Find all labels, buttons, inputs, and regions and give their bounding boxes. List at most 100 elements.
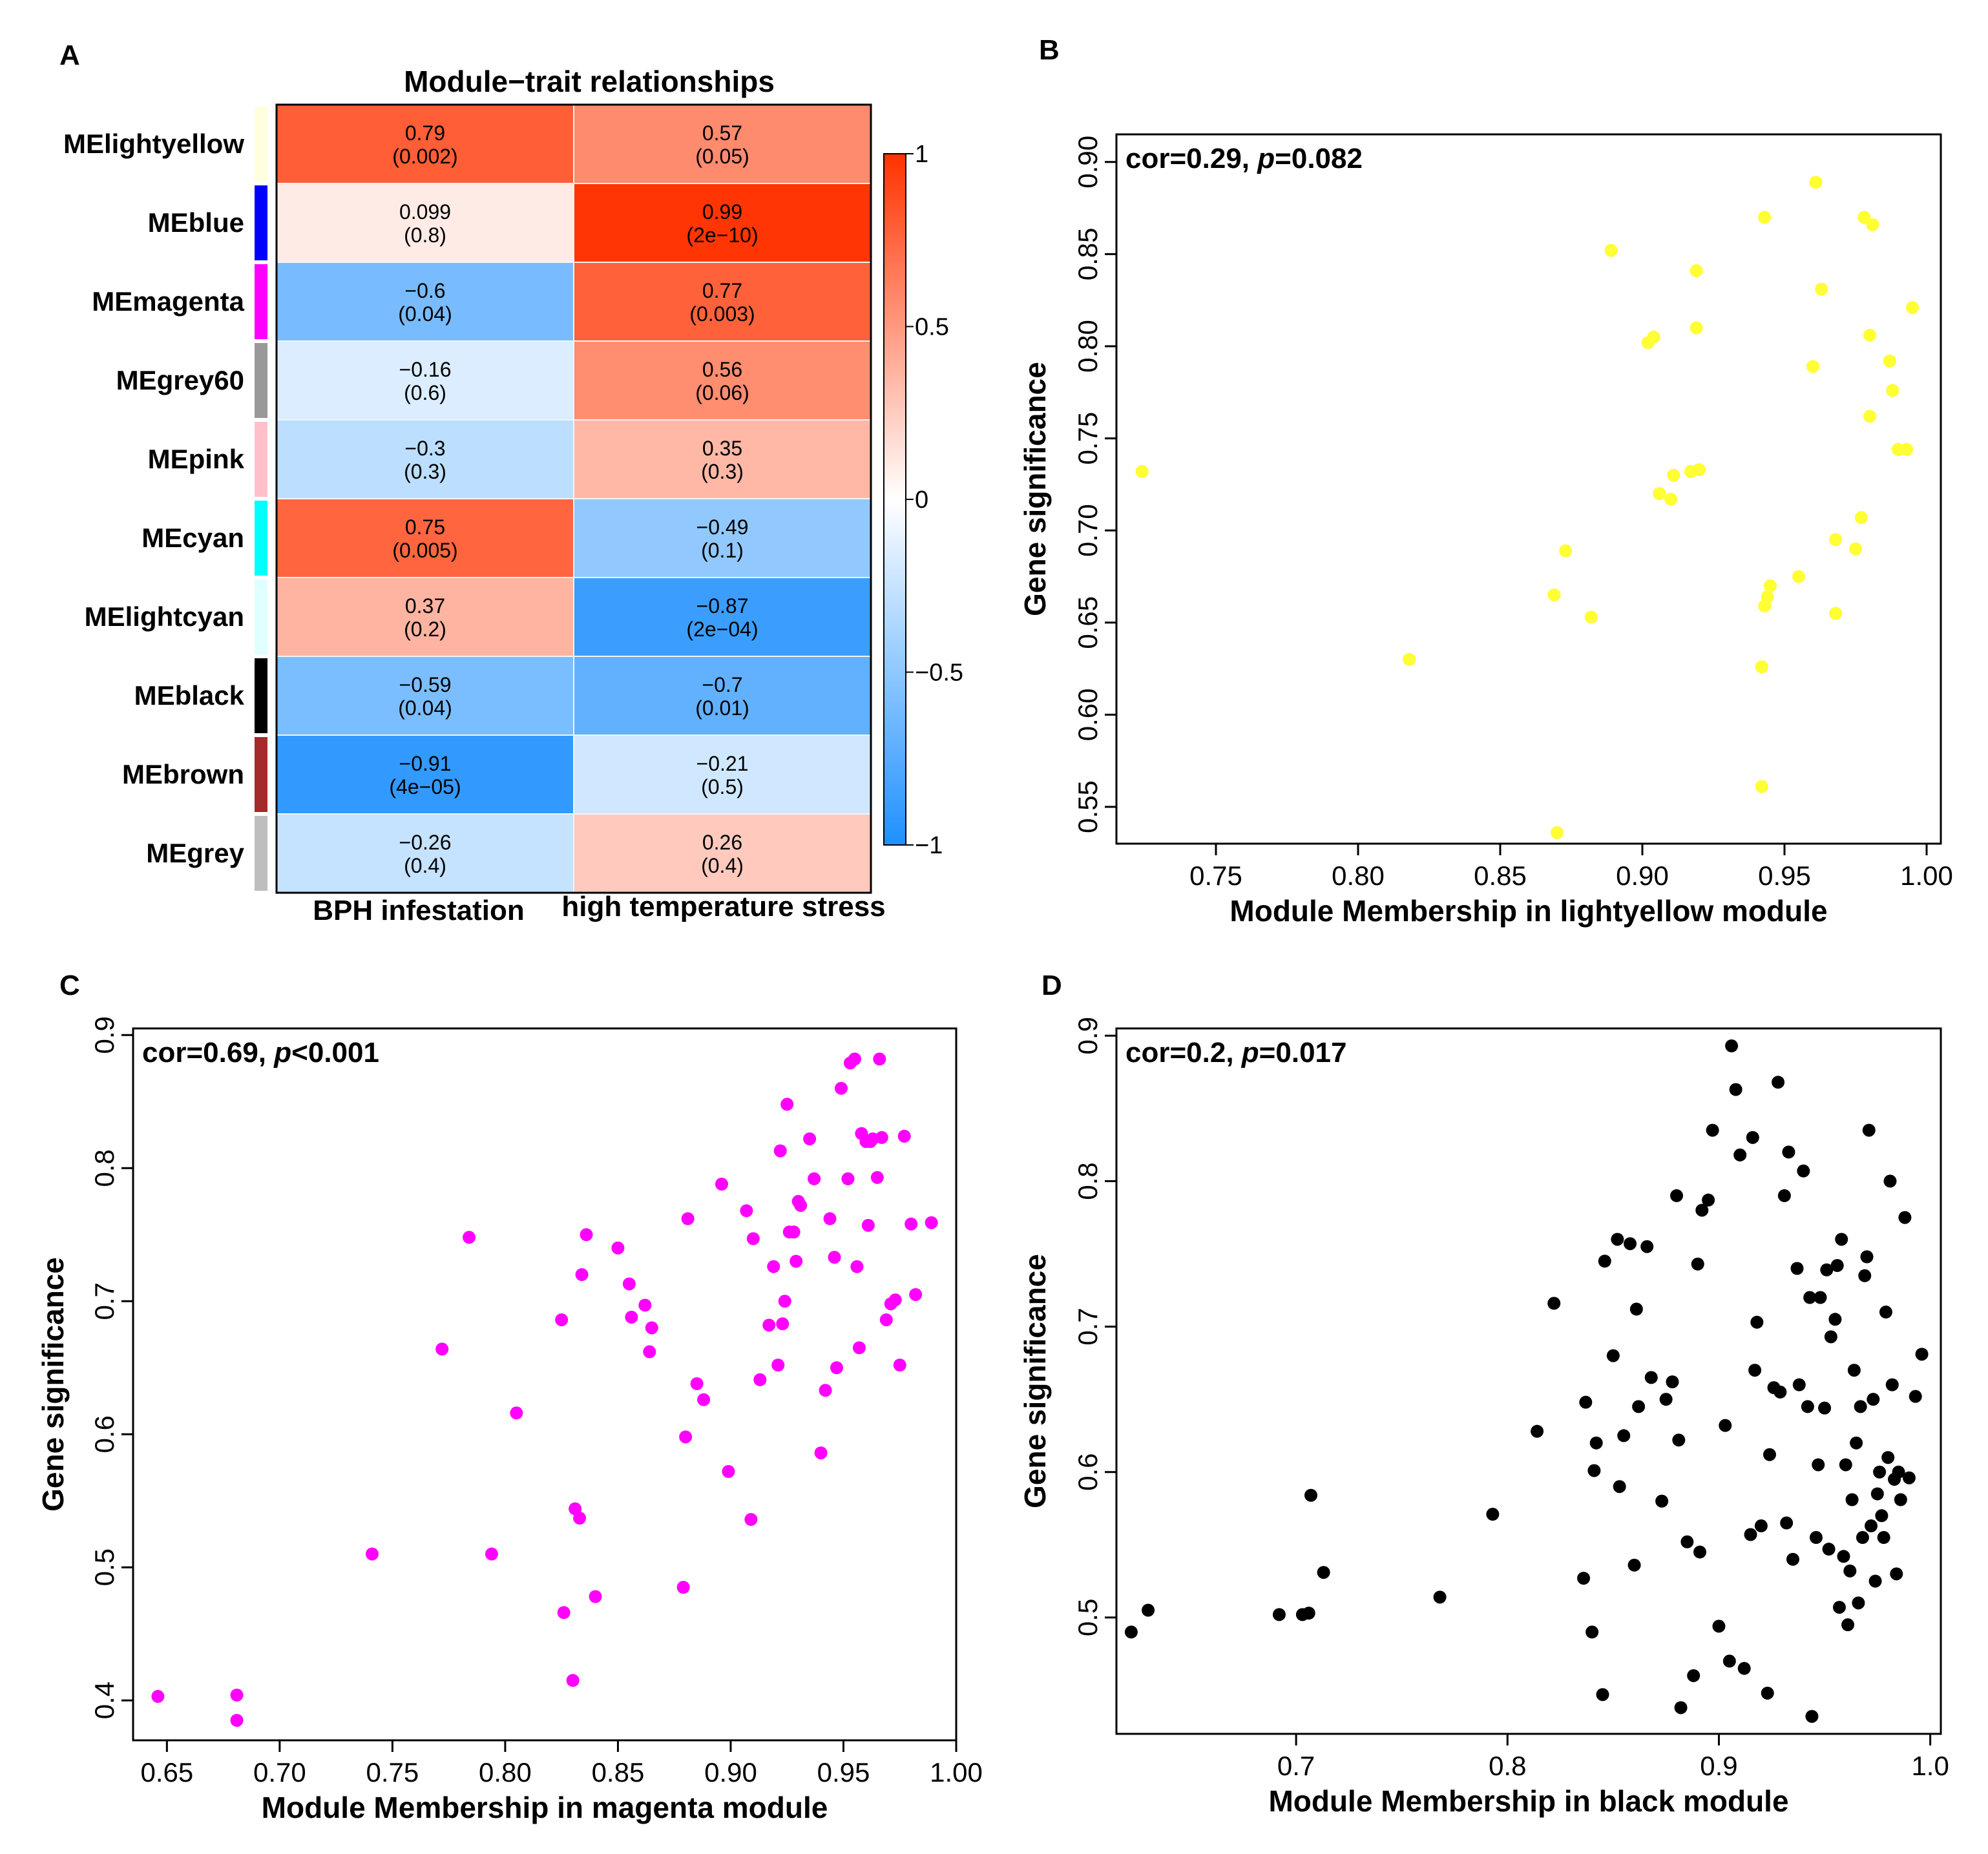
data-point bbox=[676, 1581, 690, 1594]
data-point bbox=[1693, 463, 1706, 477]
heatmap-cell-value: 0.099 bbox=[399, 200, 451, 224]
data-point bbox=[1627, 1558, 1641, 1572]
data-point bbox=[1758, 211, 1772, 224]
y-tick-label: 0.75 bbox=[1072, 412, 1103, 465]
data-point bbox=[1877, 1531, 1890, 1545]
data-point bbox=[1818, 1401, 1832, 1415]
colorbar-tick-label: −0.5 bbox=[915, 660, 963, 687]
data-point bbox=[1693, 1545, 1707, 1559]
data-point bbox=[1824, 1330, 1837, 1344]
heatmap-cell bbox=[573, 656, 872, 736]
data-point bbox=[794, 1198, 808, 1212]
data-point bbox=[1695, 1203, 1709, 1217]
data-point bbox=[1547, 588, 1561, 601]
heatmap-row-label: MEmagenta bbox=[92, 286, 244, 317]
heatmap-cell-pvalue: (0.04) bbox=[398, 302, 452, 326]
heatmap-cell bbox=[276, 104, 574, 184]
heatmap-cell-value: −0.7 bbox=[702, 673, 742, 696]
data-point bbox=[909, 1287, 923, 1301]
data-point bbox=[1830, 1259, 1844, 1273]
y-tick-label: 0.55 bbox=[1072, 780, 1103, 833]
heatmap-cell-value: −0.26 bbox=[399, 831, 452, 854]
data-point bbox=[1863, 328, 1876, 342]
data-point bbox=[1902, 1471, 1916, 1484]
annotation-p-symbol: p bbox=[1257, 143, 1275, 174]
data-point bbox=[925, 1216, 938, 1229]
data-point bbox=[1690, 264, 1703, 278]
data-point bbox=[1722, 1654, 1736, 1668]
heatmap-cell-pvalue: (2e−04) bbox=[686, 618, 758, 641]
data-point bbox=[1719, 1419, 1732, 1432]
x-tick-label: 0.90 bbox=[1616, 860, 1669, 891]
x-tick-label: 0.9 bbox=[1700, 1751, 1737, 1781]
x-tick-label: 0.85 bbox=[592, 1757, 645, 1787]
data-point bbox=[1782, 1145, 1795, 1159]
heatmap-row-label: MEblue bbox=[148, 207, 244, 238]
data-point bbox=[1559, 544, 1573, 557]
colorbar-tick-label: 1 bbox=[915, 141, 928, 168]
data-point bbox=[1898, 1211, 1912, 1224]
heatmap-cell-pvalue: (0.4) bbox=[701, 854, 744, 877]
heatmap-cell bbox=[276, 183, 574, 263]
data-point bbox=[1772, 1076, 1785, 1089]
x-tick-label: 0.8 bbox=[1489, 1751, 1526, 1781]
data-point bbox=[1873, 1465, 1887, 1479]
y-tick-label: 0.9 bbox=[1072, 1017, 1103, 1054]
heatmap-cell-value: 0.77 bbox=[702, 279, 742, 302]
data-point bbox=[1750, 1315, 1764, 1329]
heatmap-row-label: MEgrey60 bbox=[116, 365, 244, 395]
x-tick-label: 1.0 bbox=[1911, 1751, 1949, 1781]
colorbar-tick-label: −1 bbox=[915, 832, 943, 859]
y-tick-label: 0.5 bbox=[1072, 1599, 1103, 1636]
data-point bbox=[715, 1177, 728, 1191]
data-point bbox=[744, 1513, 758, 1526]
data-point bbox=[1875, 1509, 1889, 1523]
data-point bbox=[1866, 218, 1879, 231]
data-point bbox=[1670, 1189, 1684, 1202]
data-point bbox=[435, 1342, 449, 1356]
heatmap-cell-value: 0.75 bbox=[405, 516, 445, 539]
heatmap-cell-pvalue: (0.04) bbox=[398, 696, 452, 720]
heatmap-cell-value: −0.6 bbox=[404, 279, 445, 302]
heatmap-cell-value: −0.59 bbox=[399, 673, 452, 696]
heatmap-cell-pvalue: (2e−10) bbox=[686, 224, 758, 247]
data-point bbox=[1809, 1531, 1823, 1545]
module-color-strip bbox=[255, 658, 267, 733]
data-point bbox=[1598, 1255, 1611, 1268]
data-point bbox=[834, 1081, 848, 1095]
heatmap-colorbar: 1 0.5 0 −0.5 −1 bbox=[883, 141, 963, 859]
data-point bbox=[1786, 1552, 1799, 1566]
data-point bbox=[1867, 1393, 1880, 1406]
x-tick-label: 0.95 bbox=[1758, 860, 1811, 891]
annotation-p-value: =0.082 bbox=[1275, 143, 1363, 174]
y-tick-label: 0.9 bbox=[89, 1016, 120, 1054]
heatmap-frame bbox=[275, 103, 872, 894]
data-point bbox=[1892, 1465, 1905, 1479]
data-point bbox=[1879, 1306, 1892, 1319]
data-point bbox=[1712, 1620, 1726, 1633]
data-point bbox=[622, 1277, 636, 1291]
data-point bbox=[1744, 1528, 1757, 1541]
heatmap-cell bbox=[573, 577, 872, 657]
y-tick-label: 0.4 bbox=[89, 1682, 120, 1719]
module-color-strip bbox=[255, 737, 267, 812]
data-point bbox=[1883, 1174, 1897, 1188]
data-point bbox=[1894, 1493, 1907, 1506]
heatmap-cell bbox=[573, 104, 872, 184]
panel-label-d: D bbox=[1041, 970, 1062, 1001]
data-point bbox=[1906, 301, 1919, 315]
annotation-p-value: =0.017 bbox=[1259, 1037, 1347, 1068]
heatmap-cell bbox=[573, 340, 872, 421]
data-point bbox=[1835, 1233, 1848, 1246]
y-tick-label: 0.5 bbox=[89, 1548, 120, 1586]
data-point bbox=[1754, 1519, 1768, 1533]
correlation-annotation: cor=0.29, p=0.082 bbox=[1125, 143, 1363, 174]
data-point bbox=[1748, 1364, 1762, 1377]
module-color-strip bbox=[255, 185, 267, 260]
heatmap-cell bbox=[276, 577, 574, 657]
data-point bbox=[1746, 1130, 1759, 1144]
data-point bbox=[1863, 410, 1876, 423]
y-tick-label: 0.85 bbox=[1072, 228, 1103, 281]
data-point bbox=[1640, 1240, 1654, 1253]
data-point bbox=[1790, 1262, 1804, 1275]
